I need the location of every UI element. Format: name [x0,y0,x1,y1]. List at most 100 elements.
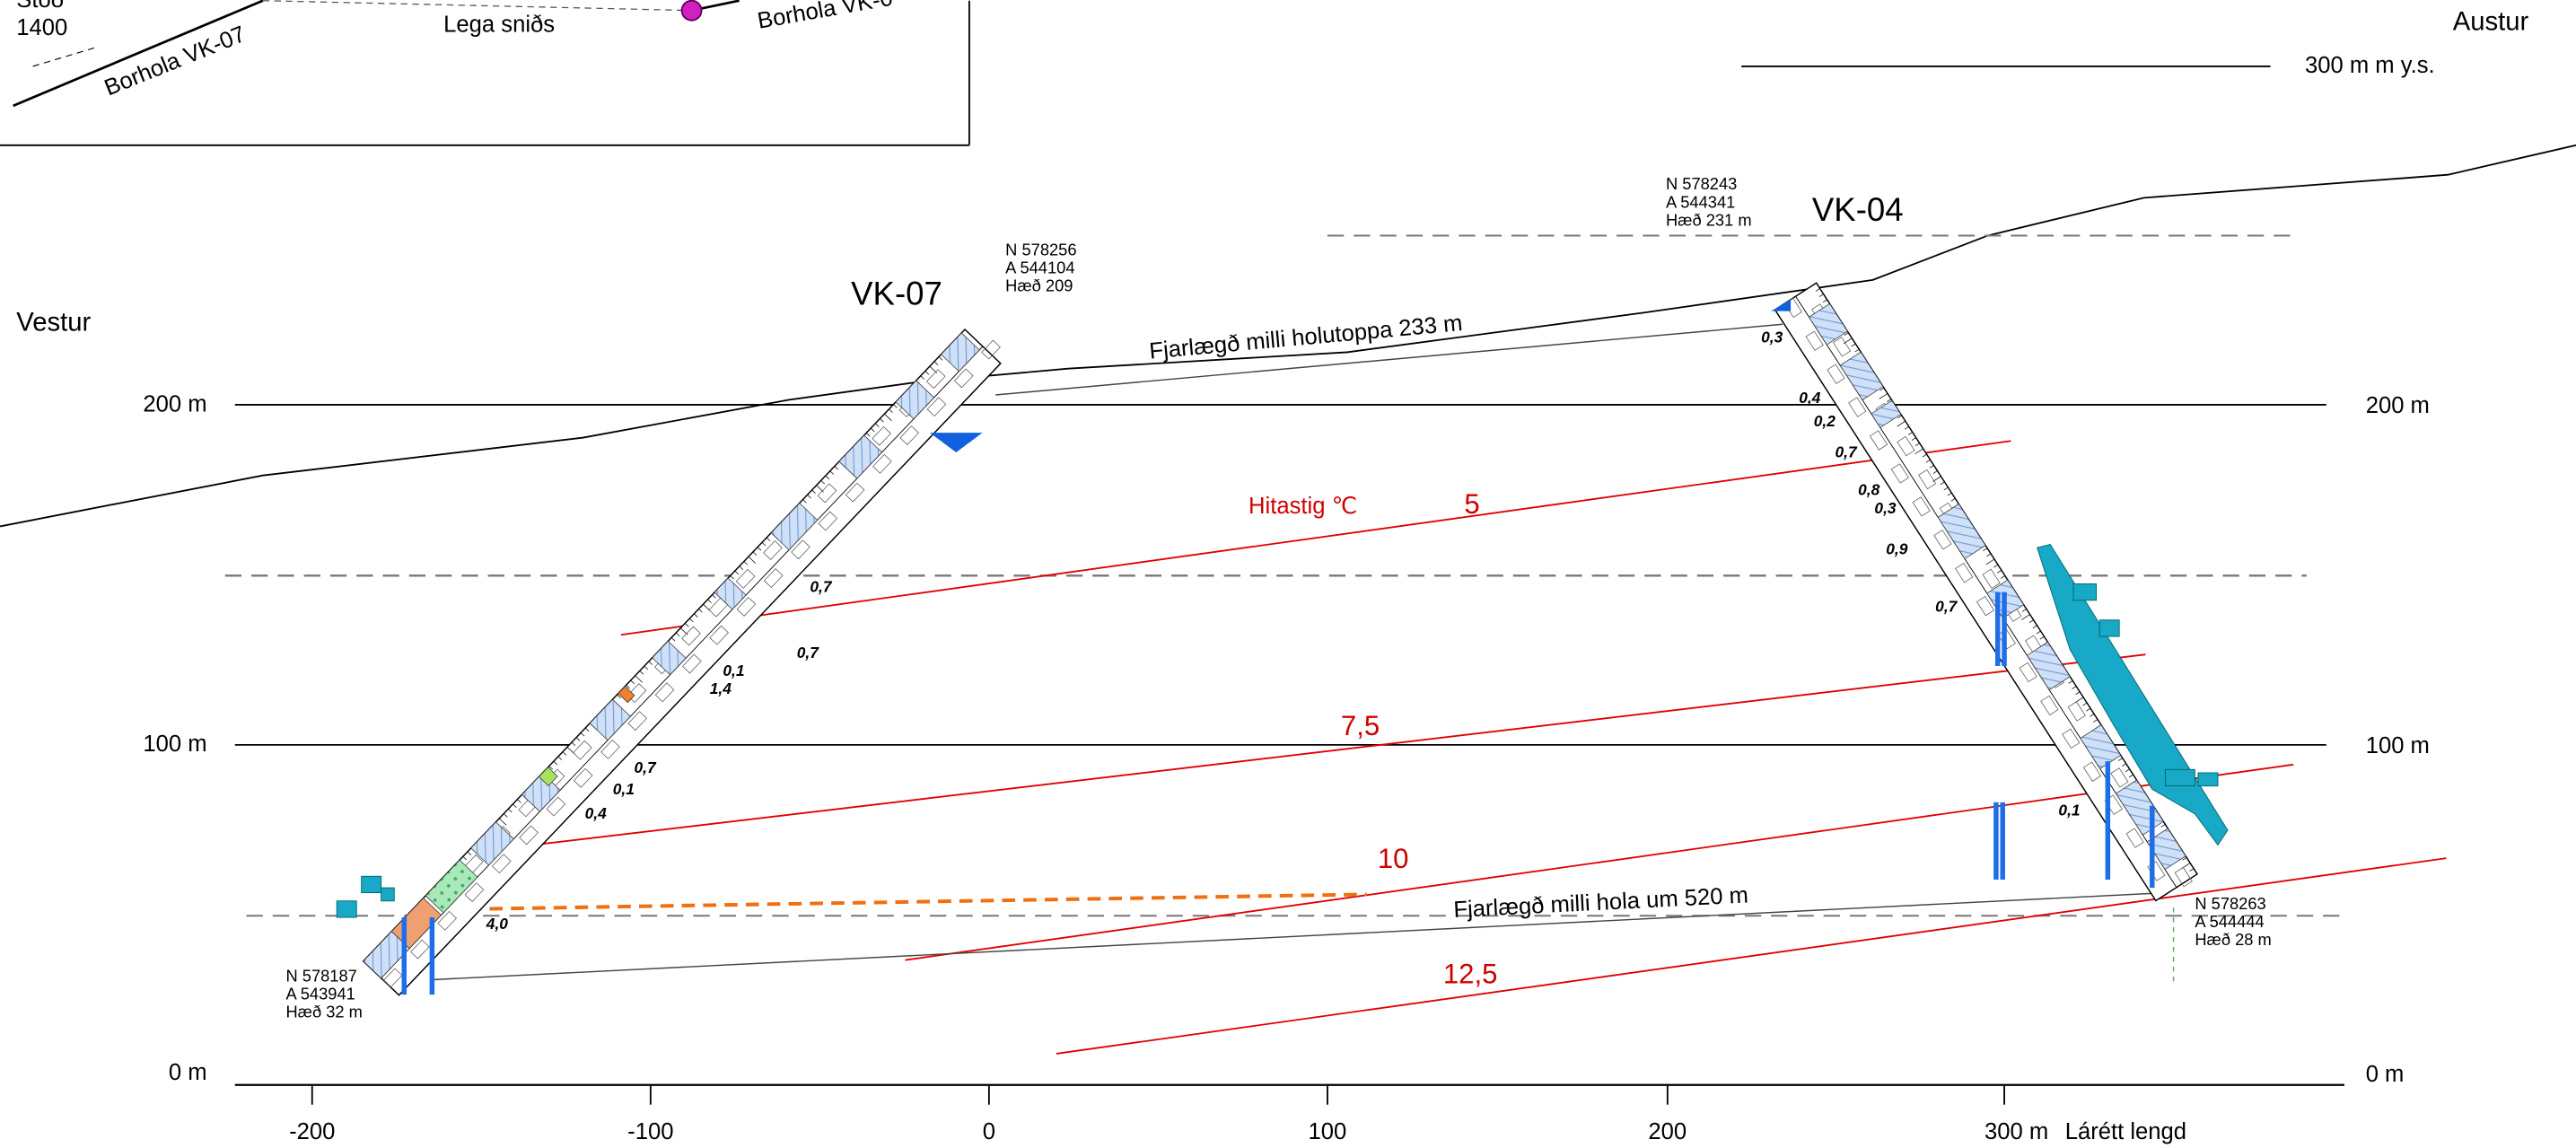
value-label: 0,7 [635,758,657,776]
label: 100 m [143,732,206,757]
lithology [735,568,756,589]
flow-bar [361,875,382,894]
depth-tick [1815,288,1820,292]
terrain [0,144,2576,528]
depth-tick [644,665,649,670]
depth-tick [635,675,643,683]
depth-tick [639,670,644,675]
lithology [519,825,539,846]
depth-tick [1897,420,1906,427]
isotherm [905,763,2294,961]
label: Borhola VK-0 [756,0,895,34]
depth-tick [1997,570,2002,574]
label: A 543941 [285,985,355,1003]
flow-bar [336,900,357,918]
label: Hæð 231 m [1666,210,1752,229]
depth-tick [2121,763,2126,767]
label: 0 m [2366,1062,2405,1087]
layer [618,686,635,704]
depth-tick [924,371,930,375]
lithology [546,796,566,817]
depth-tick [739,565,744,570]
depth-tick [2072,686,2077,689]
value-label: 0,7 [1935,598,1958,616]
value-label: 1,4 [710,679,732,697]
label: 200 [1648,1119,1687,1144]
well-column [1774,282,2199,902]
depth-tick [2086,707,2091,712]
lithology [2125,828,2144,848]
depth-tick [2001,575,2006,579]
lithology [925,369,946,390]
label: Lega sniðs [443,12,555,37]
depth-tick [820,480,825,485]
value-label: 0,8 [1858,481,1879,499]
flow-bar [2164,768,2195,787]
label: VK-04 [1812,191,1904,228]
depth-tick [2039,635,2045,640]
depth-tick [875,423,880,427]
depth-tick [462,855,468,861]
depth-tick [1929,465,1934,469]
value-label: 0,7 [797,644,819,662]
lithology [763,568,784,589]
value-label: 0,3 [1874,499,1896,517]
label: Austur [2453,7,2529,37]
depth-tick [1851,343,1856,347]
lithology [1897,435,1915,457]
lithology [1912,496,1931,517]
value-label: 0,1 [613,780,635,798]
depth-tick [2082,702,2088,706]
depth-tick [938,356,943,361]
depth-tick [2028,619,2034,623]
lithology [1955,563,1974,583]
isotherm [620,440,2011,636]
lithology [410,939,430,960]
label: Fjarlægð milli holutoppa 233 m [1148,311,1463,364]
depth-tick [630,679,635,685]
lithology [654,682,675,703]
label: 1400 [16,15,67,40]
layer [714,577,747,610]
layer [770,503,819,551]
depth-tick [1914,443,1920,447]
depth-tick [2093,719,2098,723]
label: Stöð [16,0,64,13]
lithology [464,882,485,902]
depth-tick [571,741,576,746]
depth-tick [734,570,740,575]
lithology [1848,397,1867,417]
depth-tick [1808,282,1817,289]
depth-tick [1925,459,1931,463]
depth-tick [2068,680,2073,684]
depth-tick [580,732,585,737]
depth-tick [684,623,689,627]
distance-line [430,891,2166,981]
label: -200 [289,1119,335,1144]
lithology [2174,866,2193,888]
value-label: 0,2 [1814,412,1836,430]
depth-tick [807,494,811,499]
depth-tick [517,799,521,803]
lithology [2062,728,2081,749]
lithology [2110,767,2129,788]
label: 12,5 [1443,958,1498,989]
label: 100 m [2366,733,2430,758]
isotherm [1056,857,2447,1055]
depth-tick [865,433,871,437]
depth-tick [1940,481,1945,486]
depth-tick [730,575,734,580]
well-trace [13,0,264,108]
label: N 578256 [1005,240,1076,259]
label: Lárétt lengd [2065,1119,2186,1144]
depth-tick [675,632,680,637]
label: 0 m [169,1060,207,1085]
depth-tick [2160,824,2166,828]
lithology [2040,695,2059,716]
depth-tick [1922,453,1927,458]
depth-tick [1985,558,1995,565]
lithology [2019,662,2037,683]
depth-tick [498,818,507,826]
label: 10 [1378,843,1409,874]
lithology [953,368,974,389]
